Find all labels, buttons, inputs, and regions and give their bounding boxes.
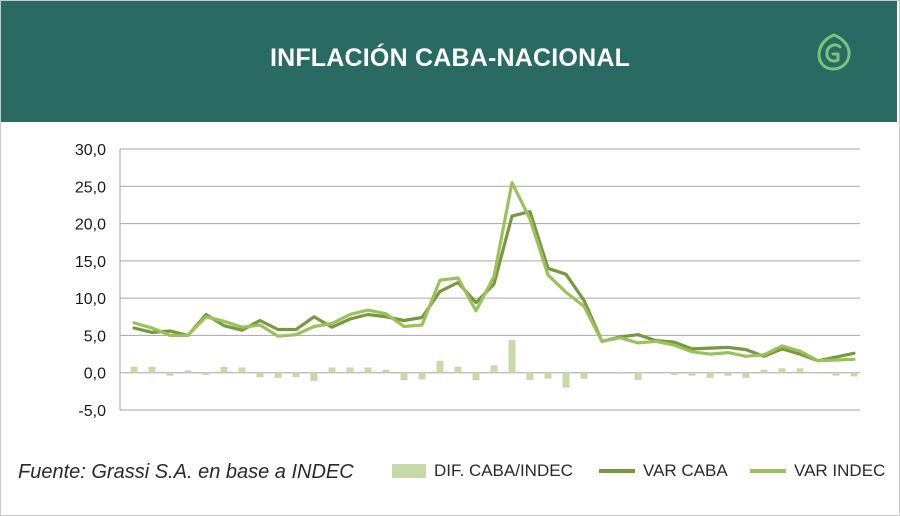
bar-dif bbox=[184, 370, 192, 373]
bar-dif bbox=[580, 372, 588, 379]
bar-dif bbox=[778, 368, 786, 373]
chart-title: INFLACIÓN CABA-NACIONAL bbox=[269, 44, 631, 72]
bar-dif bbox=[220, 366, 228, 373]
bar-dif bbox=[130, 366, 138, 373]
bar-dif bbox=[706, 372, 714, 378]
y-tick-label: 20,0 bbox=[75, 217, 106, 234]
y-tick-label: 10,0 bbox=[75, 291, 106, 308]
bar-dif bbox=[832, 372, 840, 376]
leaf-g-logo-icon bbox=[817, 33, 851, 71]
bar-dif bbox=[148, 366, 156, 373]
legend-label-var-indec: VAR INDEC bbox=[794, 461, 886, 480]
bar-dif bbox=[364, 367, 372, 373]
bar-dif bbox=[670, 372, 678, 375]
bar-dif bbox=[454, 366, 462, 373]
legend-item-var-caba: VAR CABA bbox=[599, 461, 728, 481]
bar-dif bbox=[616, 372, 624, 374]
bar-dif bbox=[688, 372, 696, 376]
bar-dif bbox=[418, 372, 426, 380]
legend-swatch-var-indec bbox=[750, 469, 786, 473]
y-tick-label: 30,0 bbox=[75, 142, 106, 159]
header-banner bbox=[1, 1, 897, 122]
bar-dif bbox=[256, 372, 264, 378]
bar-dif bbox=[328, 367, 336, 373]
bar-dif bbox=[634, 372, 642, 381]
bar-dif bbox=[346, 367, 354, 373]
bar-dif bbox=[490, 365, 498, 373]
bar-dif bbox=[400, 372, 408, 381]
bar-dif bbox=[166, 372, 174, 376]
bar-dif bbox=[850, 372, 858, 377]
bar-dif bbox=[382, 369, 390, 373]
legend-label-dif: DIF. CABA/INDEC bbox=[434, 461, 573, 480]
bar-dif bbox=[814, 372, 822, 374]
bar-dif bbox=[310, 372, 318, 381]
bar-dif bbox=[526, 372, 534, 381]
y-tick-label: -5,0 bbox=[78, 403, 106, 420]
bar-dif bbox=[544, 372, 552, 379]
bar-dif bbox=[472, 372, 480, 381]
bar-dif bbox=[742, 372, 750, 378]
bar-dif bbox=[202, 372, 210, 375]
line-var-caba bbox=[132, 210, 856, 363]
legend-swatch-dif bbox=[392, 464, 426, 478]
legend-swatch-var-caba bbox=[599, 469, 635, 473]
bar-dif bbox=[292, 372, 300, 378]
y-tick-label: 0,0 bbox=[84, 366, 106, 383]
bar-dif bbox=[760, 369, 768, 373]
bar-dif bbox=[724, 372, 732, 376]
source-note: Fuente: Grassi S.A. en base a INDEC bbox=[18, 461, 354, 483]
legend-item-dif: DIF. CABA/INDEC bbox=[392, 461, 573, 481]
legend-item-var-indec: VAR INDEC bbox=[750, 461, 885, 481]
bar-dif bbox=[436, 360, 444, 373]
y-tick-label: 25,0 bbox=[75, 179, 106, 196]
bar-dif bbox=[796, 368, 804, 373]
legend-label-var-caba: VAR CABA bbox=[643, 461, 728, 480]
bar-dif bbox=[562, 372, 570, 388]
line-var-indec bbox=[132, 181, 856, 363]
y-tick-label: 15,0 bbox=[75, 254, 106, 271]
bar-dif bbox=[238, 367, 246, 373]
y-tick-label: 5,0 bbox=[84, 328, 106, 345]
bar-dif bbox=[508, 339, 516, 373]
bar-dif bbox=[274, 372, 282, 378]
